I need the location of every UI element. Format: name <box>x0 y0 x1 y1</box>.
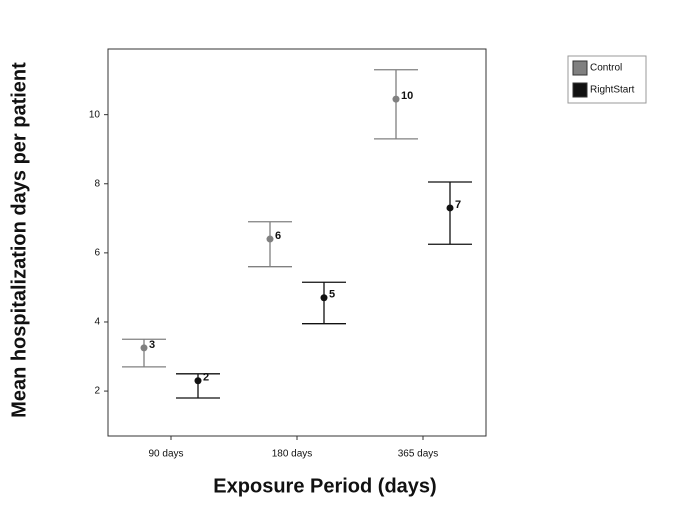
mean-point <box>194 377 202 385</box>
mean-point <box>446 204 454 212</box>
legend-frame <box>567 55 647 104</box>
plot-frame <box>107 48 487 437</box>
y-tick-label: 10 <box>89 109 101 120</box>
y-tick-label: 4 <box>94 317 100 328</box>
legend-swatch <box>572 82 588 98</box>
value-label: 3 <box>149 339 155 351</box>
value-label: 5 <box>329 289 335 301</box>
y-tick-label: 2 <box>94 386 100 397</box>
mean-point <box>266 235 274 243</box>
x-tick-label: 365 days <box>398 449 439 460</box>
y-axis-label: Mean hospitalization days per patient <box>8 62 30 418</box>
value-label: 6 <box>275 230 281 242</box>
x-tick-label: 90 days <box>148 449 183 460</box>
mean-point <box>392 95 400 103</box>
y-tick-label: 8 <box>94 178 100 189</box>
x-tick-label: 180 days <box>272 449 313 460</box>
legend-label: RightStart <box>590 85 635 96</box>
y-tick-label: 6 <box>94 248 100 259</box>
value-label: 10 <box>401 90 413 102</box>
value-label: 2 <box>203 372 209 384</box>
value-label: 7 <box>455 199 461 211</box>
mean-point <box>320 294 328 302</box>
legend-swatch <box>572 60 588 76</box>
legend-label: Control <box>590 63 622 74</box>
mean-point <box>140 344 148 352</box>
x-axis-label: Exposure Period (days) <box>213 475 436 497</box>
